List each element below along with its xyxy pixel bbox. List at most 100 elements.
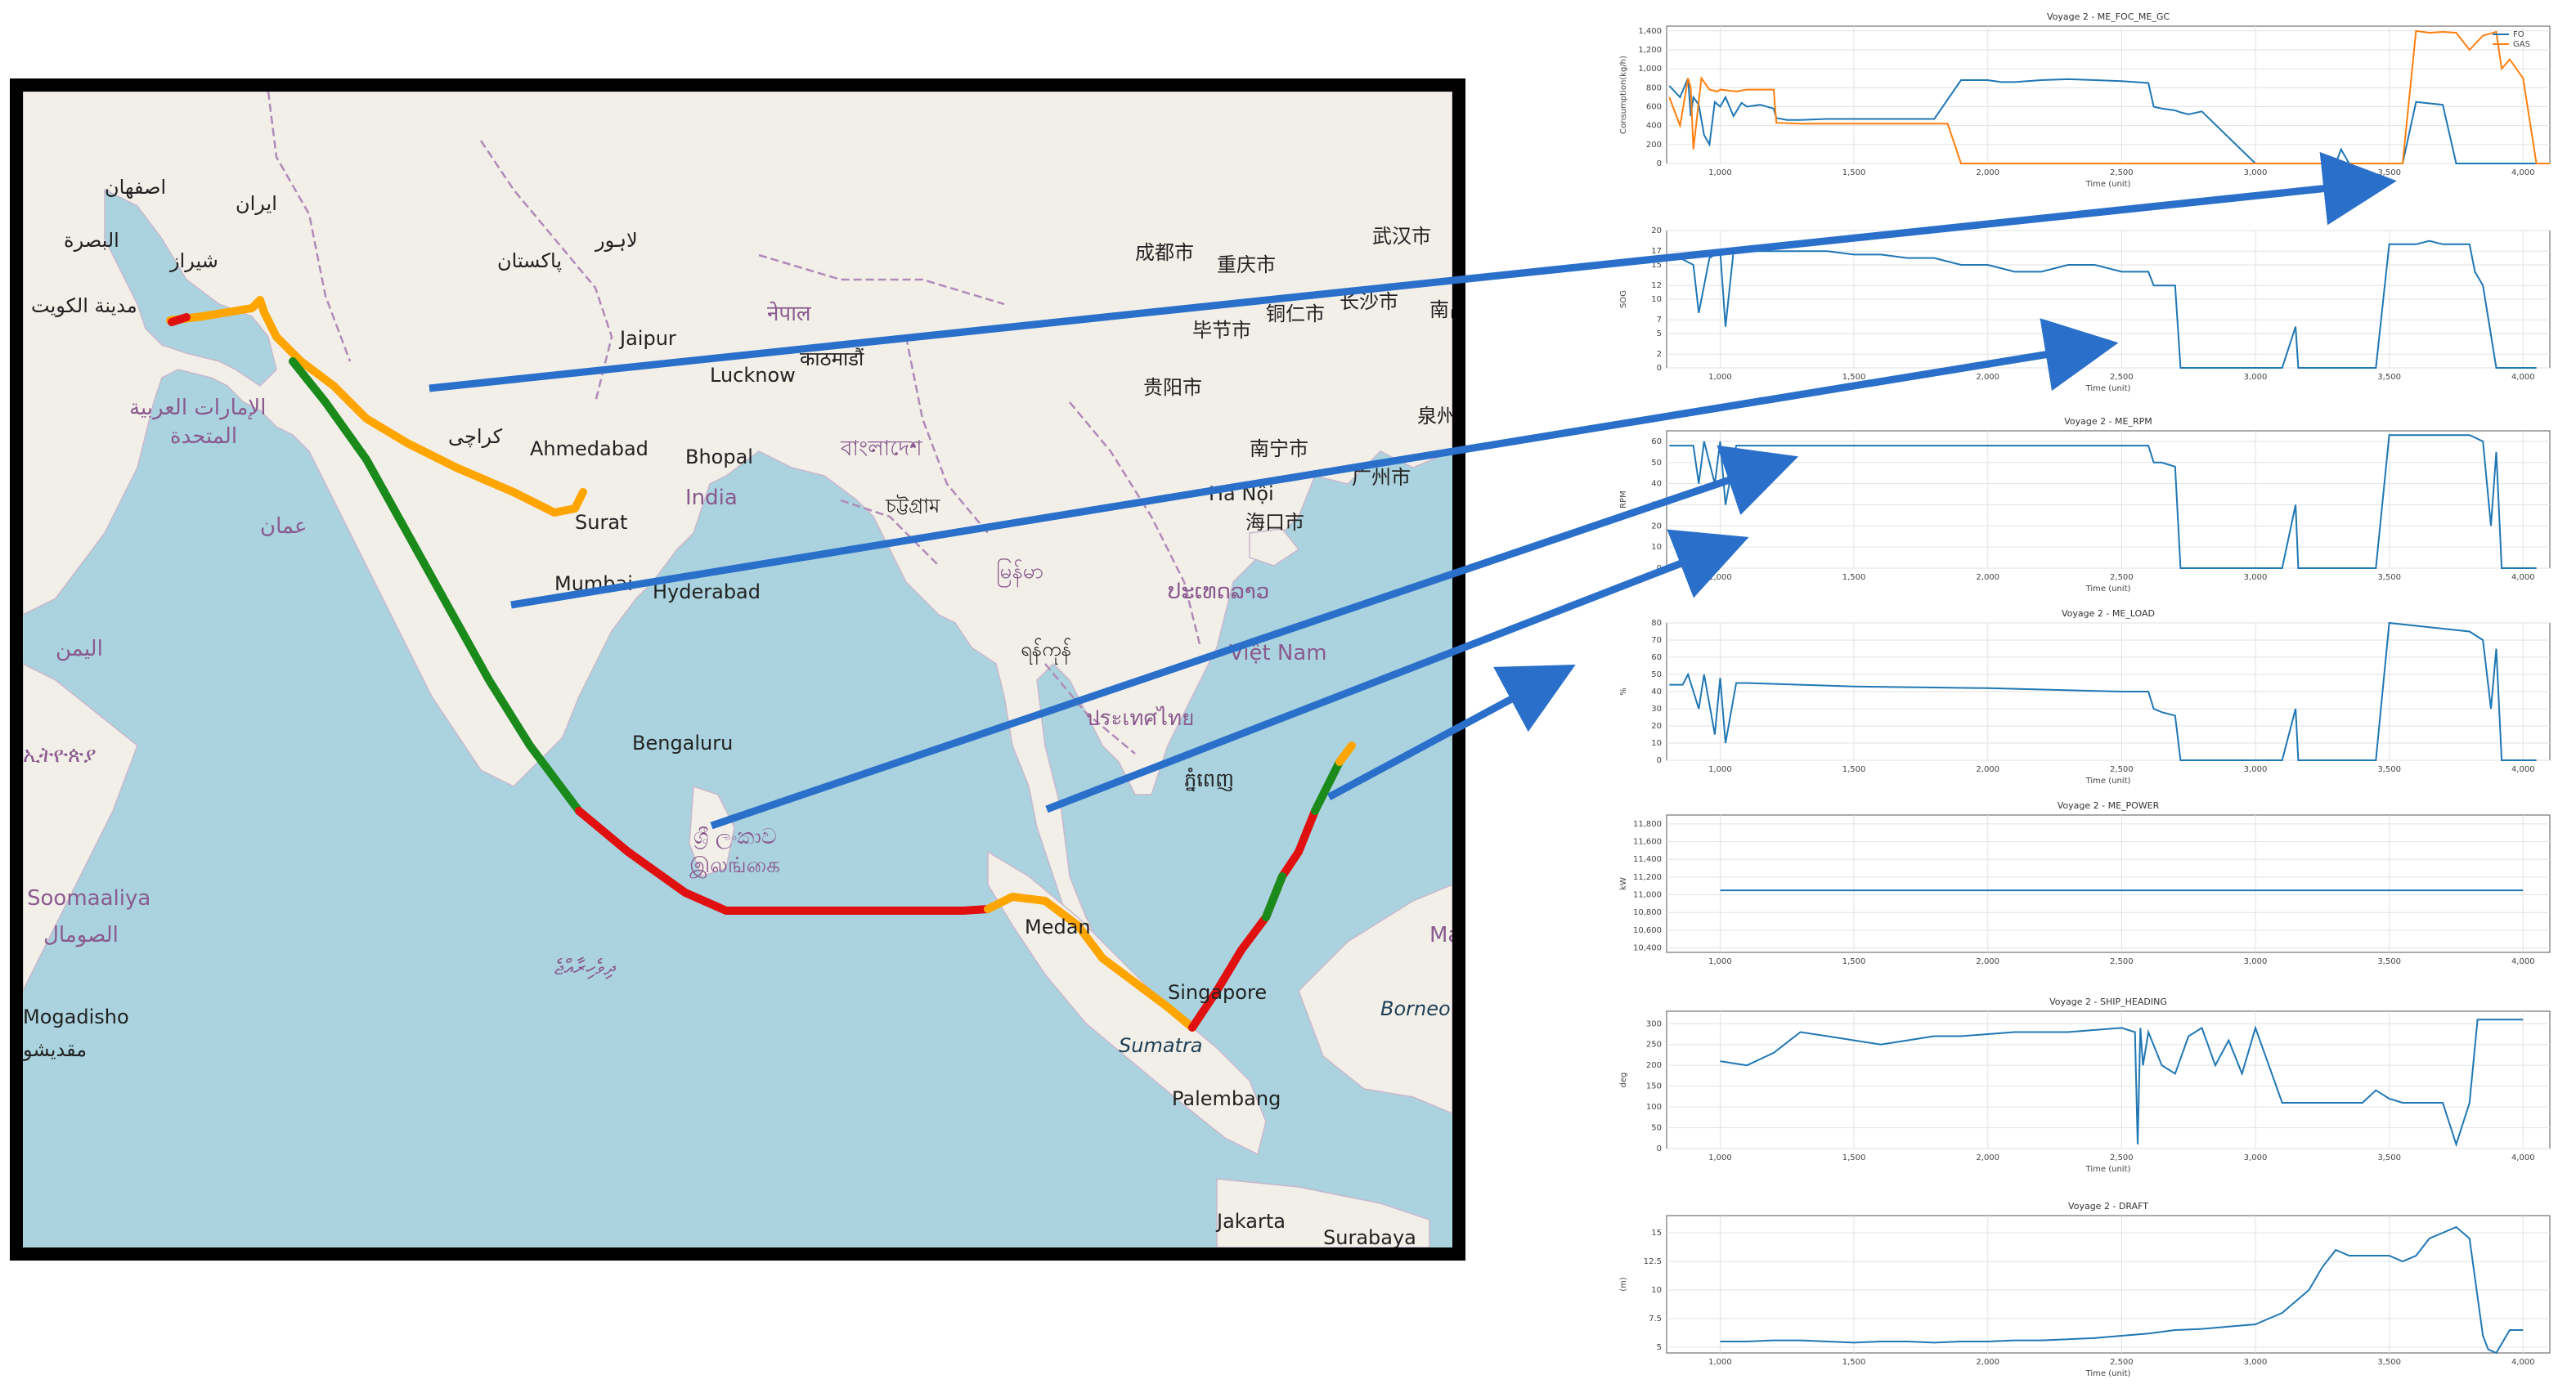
x-tick-label: 3,000 <box>2244 957 2268 966</box>
x-tick-label: 3,000 <box>2244 373 2268 382</box>
chart-rpm: Voyage 2 - ME_RPM 1,000 1,500 2,000 2,500 3,0… <box>1619 416 2551 593</box>
x-tick-label: 2,000 <box>1976 1153 1999 1162</box>
map-label-phnompenh: ភ្នំពេញ <box>1184 768 1234 791</box>
map-canvas: اصفهان ایران البصرة شیراز مدينة الكويت الإمار… <box>23 92 1452 1247</box>
map-label-nanning: 南宁市 <box>1250 437 1308 460</box>
chart-power-panel: Voyage 2 - ME_POWER 1,000 1,500 2,000 2,500 3… <box>1577 797 2568 981</box>
y-tick-label: 80 <box>1651 619 1662 628</box>
map-label-hyderabad: Hyderabad <box>653 580 761 603</box>
y-tick-label: 11,200 <box>1633 873 1662 882</box>
x-tick-label: 3,500 <box>2377 373 2401 382</box>
x-tick-label: 3,500 <box>2377 765 2401 774</box>
route-arabian-sea <box>289 357 583 815</box>
y-tick-label: 5 <box>1657 1343 1662 1352</box>
chart-title: Voyage 2 - ME_RPM <box>2064 416 2152 427</box>
plot-area <box>1666 1215 2551 1354</box>
x-tick-label: 3,000 <box>2244 1358 2268 1367</box>
map-label-surat: Surat <box>575 511 627 534</box>
x-tick-label: 3,500 <box>2377 168 2401 177</box>
x-tick-label: 1,000 <box>1708 1358 1732 1367</box>
x-tick-label: 2,000 <box>1976 168 1999 177</box>
y-tick-label: 100 <box>1646 1103 1662 1112</box>
map-label-quanzhou: 泉州市 <box>1417 405 1452 428</box>
x-tick-label: 1,000 <box>1708 1153 1732 1162</box>
y-axis-label: kW <box>1619 877 1628 890</box>
x-tick-label: 1,000 <box>1708 765 1732 774</box>
map-label-uae: الإمارات العربية <box>129 396 266 420</box>
x-tick-label: 4,000 <box>2511 573 2535 582</box>
x-tick-label: 2,000 <box>1976 957 1999 966</box>
landmass-sumatra <box>987 850 1267 1156</box>
x-tick-label: 1,500 <box>1842 765 1866 774</box>
map-label-mumbai: Mumbai <box>554 572 633 595</box>
chart-load: Voyage 2 - ME_LOAD 1,000 1,500 2,000 2,500 3,… <box>1619 608 2551 786</box>
x-tick-label: 1,000 <box>1708 573 1732 582</box>
y-tick-label: 60 <box>1651 653 1662 662</box>
y-tick-label: 12 <box>1651 281 1662 290</box>
y-tick-label: 20 <box>1651 226 1662 235</box>
map-label-changsha: 长沙市 <box>1340 290 1398 313</box>
x-tick-label: 3,000 <box>2244 168 2268 177</box>
y-tick-label: 10 <box>1651 295 1662 304</box>
map-label-chengdu: 成都市 <box>1135 241 1194 264</box>
y-axis-label: (m) <box>1619 1277 1628 1292</box>
chart-title: Voyage 2 - ME_LOAD <box>2062 608 2155 619</box>
map-label-yangon: ရန်ကုန် <box>1021 637 1071 665</box>
x-axis-label: Time (unit) <box>2085 1369 2131 1378</box>
map-label-pakistan: پاکستان <box>497 249 562 272</box>
map-label-guangzhou: 广州市 <box>1352 466 1411 489</box>
map-label-maldives: ދިވެހިރާއްޖެ <box>554 956 617 980</box>
landmass-borneo <box>1298 884 1452 1114</box>
y-tick-label: 7.5 <box>1649 1315 1662 1324</box>
map-label-iran: ایران <box>236 192 277 215</box>
y-axis-label: RPM <box>1619 490 1628 508</box>
map-label-srilanka2: இலங்கை <box>689 853 780 879</box>
x-tick-label: 3,500 <box>2377 1358 2401 1367</box>
y-tick-label: 0 <box>1657 1144 1662 1153</box>
x-tick-label: 4,000 <box>2511 1358 2535 1367</box>
map-label-chittagong: চট্টগ্রাম <box>885 494 940 517</box>
x-tick-label: 4,000 <box>2511 1153 2535 1162</box>
y-tick-label: 200 <box>1646 141 1662 150</box>
x-axis-label: Time (unit) <box>2085 384 2131 393</box>
landmass-africa <box>23 663 138 992</box>
map-label-haikou: 海口市 <box>1245 511 1304 534</box>
chart-title: Voyage 2 - DRAFT <box>2068 1201 2148 1212</box>
map-label-india: India <box>685 486 738 510</box>
y-tick-label: 40 <box>1651 688 1662 696</box>
map-label-guiyang: 贵阳市 <box>1143 376 1202 399</box>
y-tick-label: 11,000 <box>1633 891 1662 900</box>
map-label-somalia: Soomaaliya <box>27 886 150 911</box>
map-label-chongqing: 重庆市 <box>1217 253 1276 276</box>
map-label-jakarta: Jakarta <box>1215 1210 1286 1233</box>
chart-load-panel: Voyage 2 - ME_LOAD 1,000 1,500 2,000 2,500 3,… <box>1577 605 2568 789</box>
y-tick-label: 10 <box>1651 1286 1662 1295</box>
map-label-myanmar: မြန်မာ <box>996 557 1043 588</box>
map-label-srilanka: ශ්‍රී ලංකාව <box>693 825 777 850</box>
series-line-GAS <box>1668 29 2550 164</box>
x-tick-label: 2,500 <box>2110 765 2134 774</box>
x-tick-label: 4,000 <box>2511 168 2535 177</box>
y-tick-label: 0 <box>1657 564 1662 573</box>
y-tick-label: 10 <box>1651 739 1662 748</box>
map-label-wuhan: 武汉市 <box>1372 225 1431 248</box>
x-axis-label: Time (unit) <box>2085 180 2131 189</box>
map-label-nanchang: 南昌 <box>1429 298 1452 321</box>
x-tick-label: 2,500 <box>2110 957 2134 966</box>
chart-rpm-panel: Voyage 2 - ME_RPM 1,000 1,500 2,000 2,500 3,0… <box>1577 413 2568 597</box>
route-srilanka <box>575 807 992 915</box>
x-tick-label: 2,500 <box>2110 373 2134 382</box>
map-label-somalia2: الصومال <box>43 923 119 947</box>
y-tick-label: 60 <box>1651 437 1662 446</box>
map-label-isfahan: اصفهان <box>105 176 166 199</box>
map-label-lucknow: Lucknow <box>710 364 796 387</box>
y-tick-label: 40 <box>1651 480 1662 489</box>
map-label-oman: عمان <box>260 514 307 539</box>
route-end <box>1335 741 1356 766</box>
x-tick-label: 1,500 <box>1842 373 1866 382</box>
x-axis-label: Time (unit) <box>2085 585 2131 593</box>
map-label-medan: Medan <box>1025 916 1091 938</box>
x-tick-label: 2,000 <box>1976 573 1999 582</box>
plot-area <box>1666 814 2551 953</box>
series-line-s0 <box>1720 1019 2524 1148</box>
